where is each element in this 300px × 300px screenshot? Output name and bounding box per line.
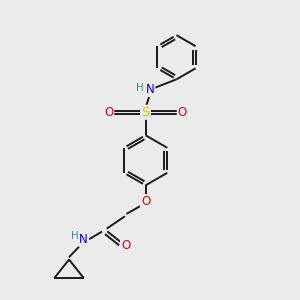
Text: O: O — [104, 106, 113, 119]
Text: H: H — [71, 231, 79, 241]
Text: O: O — [178, 106, 187, 119]
Text: N: N — [80, 233, 88, 246]
Text: O: O — [141, 195, 150, 208]
Text: O: O — [121, 239, 130, 252]
Text: S: S — [141, 106, 150, 119]
Text: N: N — [146, 83, 154, 96]
Text: H: H — [136, 83, 144, 93]
